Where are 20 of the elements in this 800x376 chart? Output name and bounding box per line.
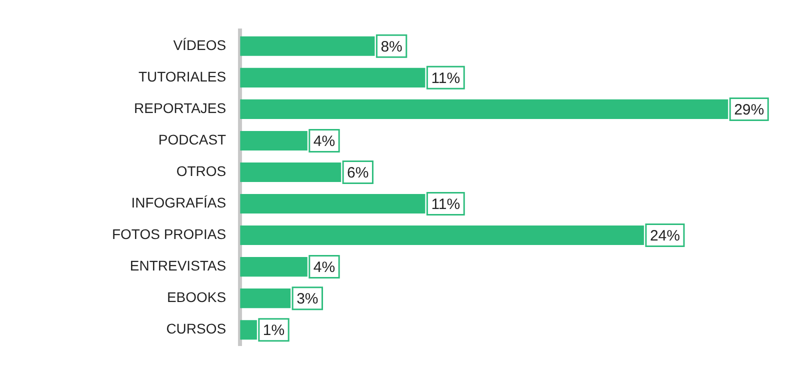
data-label: 3% <box>296 290 318 308</box>
y-tick-label: TUTORIALES <box>138 68 226 85</box>
y-tick-label: CURSOS <box>166 320 226 337</box>
data-label: 4% <box>313 258 336 276</box>
y-tick-label: OTROS <box>176 163 226 180</box>
data-label: 24% <box>650 227 680 244</box>
y-tick-label: VÍDEOS <box>173 37 226 54</box>
y-tick-label: PODCAST <box>158 132 227 148</box>
data-label: 1% <box>262 322 285 339</box>
data-label: 11% <box>431 70 460 87</box>
y-tick-label: INFOGRAFÍAS <box>131 194 226 211</box>
data-label: 29% <box>734 101 764 118</box>
y-tick-label: FOTOS PROPIAS <box>112 226 226 242</box>
data-label: 11% <box>431 196 460 213</box>
y-tick-label: REPORTAJES <box>134 100 226 116</box>
data-label: 8% <box>380 38 402 56</box>
y-tick-label: EBOOKS <box>166 289 226 306</box>
data-label: 6% <box>347 164 369 182</box>
y-tick-label: ENTREVISTAS <box>130 258 226 274</box>
data-label: 4% <box>313 132 336 150</box>
